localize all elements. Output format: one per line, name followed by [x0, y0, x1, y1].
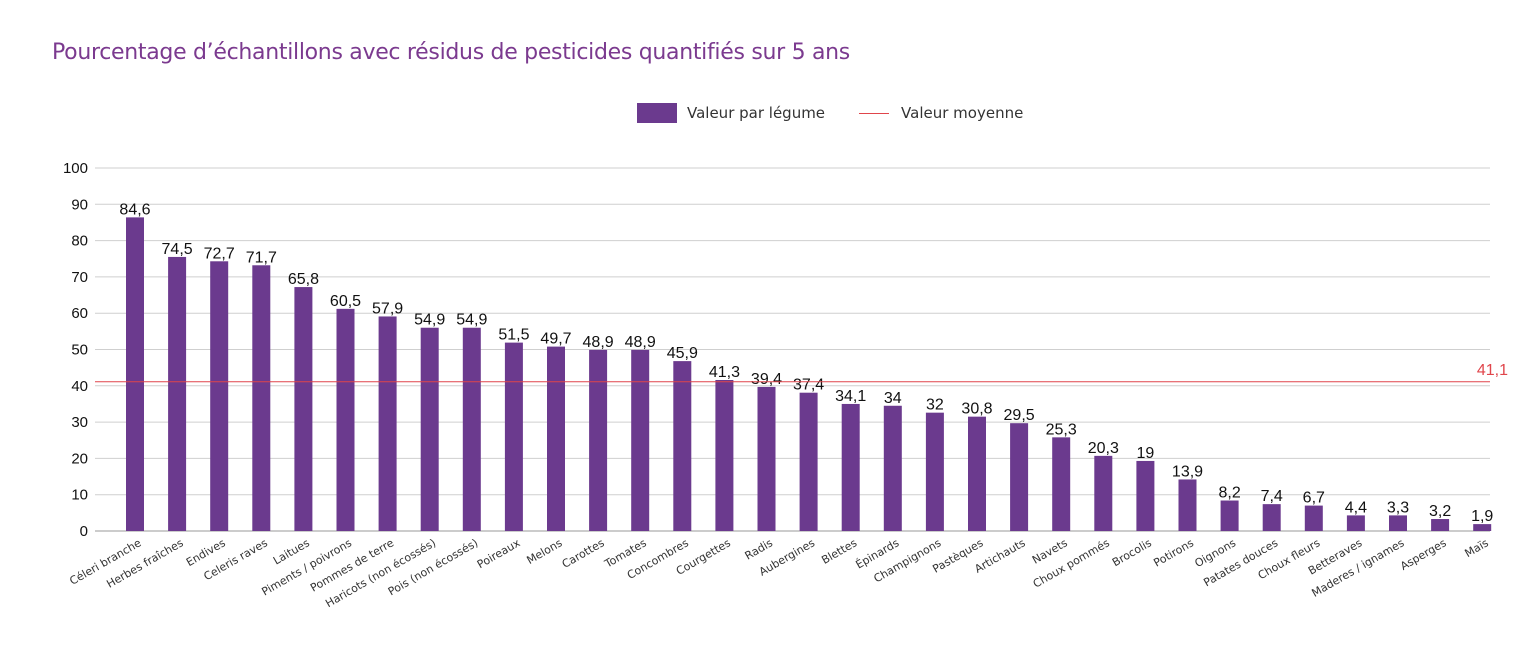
data-label: 32	[926, 397, 944, 414]
y-tick-label: 80	[71, 233, 88, 250]
bar	[1220, 500, 1239, 531]
data-label: 25,3	[1046, 421, 1077, 438]
data-label: 8,2	[1218, 485, 1240, 502]
average-label: 41,1	[1477, 362, 1508, 379]
data-label: 39,4	[751, 371, 782, 388]
bar	[1010, 423, 1029, 531]
data-label: 37,4	[793, 377, 824, 394]
data-label: 7,4	[1261, 488, 1283, 505]
bar	[589, 349, 608, 531]
bar	[210, 261, 229, 531]
data-label: 65,8	[288, 271, 319, 288]
bar	[336, 308, 355, 531]
bar	[631, 349, 650, 531]
data-label: 34,1	[835, 388, 866, 405]
y-tick-label: 20	[71, 450, 88, 467]
legend-label-average: Valeur moyenne	[901, 104, 1024, 122]
data-label: 6,7	[1303, 490, 1325, 507]
data-label: 3,3	[1387, 499, 1409, 516]
x-tick-label: Choux pommés	[1031, 536, 1112, 590]
bar	[1346, 515, 1365, 531]
data-label: 30,8	[961, 401, 992, 418]
data-label: 51,5	[498, 327, 529, 344]
data-label: 71,7	[246, 249, 277, 266]
data-label: 1,9	[1471, 508, 1493, 525]
bar	[841, 403, 860, 531]
x-tick-label: Blettes	[819, 536, 859, 567]
legend-item-average: Valeur moyenne	[859, 104, 1023, 122]
bar	[799, 392, 818, 531]
bar	[757, 386, 776, 531]
data-label: 84,6	[119, 201, 150, 218]
bar	[1262, 504, 1281, 531]
bar	[547, 346, 565, 531]
bar	[1473, 524, 1492, 531]
data-label: 29,5	[1004, 407, 1035, 424]
x-tick-label: Melons	[524, 536, 564, 567]
data-label: 57,9	[372, 300, 403, 317]
bar	[462, 327, 481, 531]
y-tick-label: 40	[71, 378, 88, 395]
x-tick-label: Brocolis	[1110, 536, 1154, 569]
bar	[1052, 437, 1071, 531]
bar	[673, 361, 692, 531]
data-label: 3,2	[1429, 503, 1451, 520]
y-tick-label: 10	[71, 487, 88, 504]
y-tick-label: 70	[71, 269, 88, 286]
bar	[252, 265, 271, 531]
legend-label-bars: Valeur par légume	[687, 104, 826, 122]
data-label: 20,3	[1088, 440, 1119, 457]
bar	[168, 256, 187, 531]
bar	[883, 405, 902, 531]
data-label: 45,9	[667, 345, 698, 362]
bar	[1389, 515, 1407, 531]
data-label: 48,9	[583, 334, 614, 351]
data-label: 19	[1137, 445, 1155, 462]
bar	[504, 342, 523, 531]
x-tick-label: Herbes fraîches	[104, 536, 185, 591]
data-label: 34	[884, 390, 902, 407]
bar	[126, 217, 144, 532]
x-tick-label: Asperges	[1398, 536, 1449, 573]
bar	[1136, 460, 1155, 531]
y-tick-label: 60	[71, 305, 88, 322]
y-tick-label: 30	[71, 414, 88, 431]
bar	[1178, 479, 1197, 531]
bar	[420, 327, 439, 531]
data-label: 49,7	[540, 331, 571, 348]
data-label: 4,4	[1345, 499, 1367, 516]
data-label: 60,5	[330, 293, 361, 310]
x-tick-label: Maïs	[1463, 536, 1491, 560]
data-label: 74,5	[162, 241, 193, 258]
data-label: 41,3	[709, 364, 740, 381]
data-label: 54,9	[456, 312, 487, 329]
chart-title: Pourcentage d’échantillons avec résidus …	[52, 40, 850, 65]
y-tick-label: 90	[71, 196, 88, 213]
y-tick-label: 50	[71, 342, 88, 359]
x-tick-label: Poireaux	[475, 536, 523, 571]
bar	[715, 379, 734, 531]
bar	[1304, 505, 1323, 531]
bar	[1094, 455, 1113, 531]
data-label: 72,7	[204, 245, 235, 262]
bar	[1431, 519, 1450, 531]
x-tick-label: Potirons	[1151, 536, 1196, 569]
bar	[925, 412, 944, 531]
y-tick-label: 0	[80, 523, 88, 540]
data-label: 48,9	[625, 334, 656, 351]
legend: Valeur par légume Valeur moyenne	[637, 103, 1057, 123]
legend-item-bars: Valeur par légume	[637, 103, 825, 123]
y-tick-label: 100	[63, 160, 88, 177]
bar	[294, 287, 313, 531]
data-label: 54,9	[414, 312, 445, 329]
legend-swatch-average	[859, 112, 890, 114]
legend-swatch-bars	[637, 103, 677, 123]
bar	[378, 316, 397, 531]
x-tick-label: Carottes	[560, 536, 607, 571]
data-label: 13,9	[1172, 463, 1203, 480]
bar	[968, 416, 986, 531]
